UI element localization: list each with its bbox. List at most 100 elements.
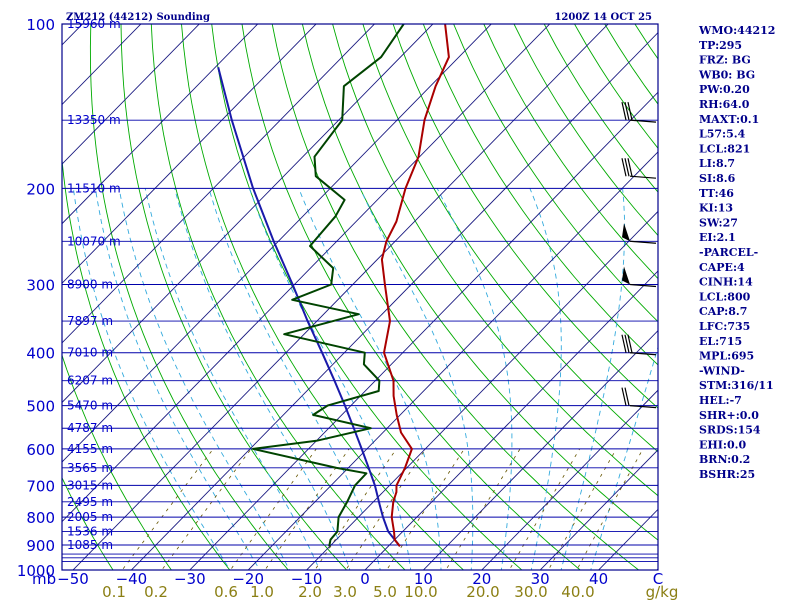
height-label: 1536 m xyxy=(67,524,113,538)
height-label: 8900 m xyxy=(67,278,113,292)
mixing-ratio-tick-label: 30.0 xyxy=(514,583,547,600)
temperature-tick-label: −50 xyxy=(57,570,89,588)
wind-barb xyxy=(622,266,657,288)
index-item: SRDS:154 xyxy=(699,424,761,437)
dry-adiabat-line xyxy=(483,24,658,280)
index-item: HEL:-7 xyxy=(699,394,742,407)
index-item: LFC:735 xyxy=(699,320,750,333)
dry-adiabat-line xyxy=(543,24,658,193)
moist-adiabat-line xyxy=(298,188,442,570)
isotherm-line xyxy=(481,389,658,570)
height-label: 10070 m xyxy=(67,234,121,248)
isotherm-line xyxy=(62,24,317,284)
wind-barb-feather xyxy=(624,387,630,406)
temperature-tick-label: 30 xyxy=(531,570,550,588)
dry-adiabat-line xyxy=(453,24,658,323)
index-item: TP:295 xyxy=(699,39,742,52)
isotherm-line xyxy=(247,151,658,570)
height-label: 7897 m xyxy=(67,314,113,328)
temperature-tick-label: C xyxy=(653,570,663,588)
index-item: EI:2.1 xyxy=(699,231,736,244)
index-item: EHI:0.0 xyxy=(699,438,746,451)
index-item: EL:715 xyxy=(699,335,742,348)
temperature-tick-label: 40 xyxy=(589,570,608,588)
wind-barb-feather xyxy=(624,102,630,121)
wind-barb xyxy=(622,223,657,244)
wind-barb-feather xyxy=(627,102,633,121)
dry-adiabat-line xyxy=(332,24,658,497)
dry-adiabat-line xyxy=(211,24,523,570)
height-label: 11510 m xyxy=(67,181,121,195)
wind-barb-feather xyxy=(624,158,630,177)
moist-adiabat-line xyxy=(72,188,231,570)
wind-barb-feather xyxy=(627,334,633,353)
moist-adiabat-line xyxy=(94,188,261,570)
pressure-tick-label: 1000 xyxy=(17,562,55,580)
chart-title-right: 1200Z 14 OCT 25 xyxy=(554,12,652,23)
index-item: LCL:800 xyxy=(699,290,751,303)
index-item: BRN:0.2 xyxy=(699,453,750,466)
moist-adiabat-line xyxy=(560,188,626,570)
isotherms xyxy=(62,24,658,570)
mixing-ratio-tick-label: 20.0 xyxy=(466,583,499,600)
mixing-ratio-tick-labels: 0.1 0.2 0.6 1.0 2.0 3.0 5.0 10.0 20.0 30.0 40.0 g/k… xyxy=(102,583,678,600)
profiles xyxy=(217,24,450,547)
mixing-ratio-line xyxy=(229,448,317,570)
mixing-ratio-tick-label: 0.6 xyxy=(214,583,238,600)
dewpoint-line xyxy=(252,24,405,547)
pressure-unit-label: mb xyxy=(32,570,56,588)
dry-adiabat-line xyxy=(181,24,465,570)
mixing-ratio-tick-label: 1.0 xyxy=(250,583,274,600)
wind-barb-pennant xyxy=(622,266,630,285)
isotherm-line xyxy=(189,91,658,570)
mixing-ratio-line xyxy=(576,448,644,570)
wind-barb-feather xyxy=(624,334,630,353)
mixing-ratio-tick-label: 5.0 xyxy=(373,583,397,600)
mixing-ratio-line xyxy=(161,448,252,570)
pressure-tick-label: 500 xyxy=(26,398,55,416)
mixing-ratio-tick-label: 0.2 xyxy=(144,583,168,600)
dry-adiabat-line xyxy=(271,24,640,570)
index-item: RH:64.0 xyxy=(699,98,750,111)
isotherm-line xyxy=(62,24,259,225)
index-item: MAXT:0.1 xyxy=(699,113,759,126)
dry-adiabat-line xyxy=(786,24,800,582)
height-labels: 15960 m 13350 m 11510 m 10070 m 8900 m 7897 m… xyxy=(67,17,121,552)
index-item: SI:8.6 xyxy=(699,172,736,185)
isotherm-line xyxy=(62,24,492,463)
index-item: WMO:44212 xyxy=(698,24,775,37)
temperature-tick-label: 0 xyxy=(360,570,370,588)
moist-adiabat-line xyxy=(144,188,321,570)
wind-barb-feather xyxy=(627,158,633,177)
height-label: 2495 m xyxy=(67,495,113,509)
isobars xyxy=(62,23,658,571)
height-label: 7010 m xyxy=(67,346,113,360)
height-label: 4155 m xyxy=(67,442,113,456)
wind-barb-feather xyxy=(621,158,627,177)
moist-adiabat-line xyxy=(436,188,513,570)
temperature-line xyxy=(380,24,450,547)
isotherm-line xyxy=(130,32,658,570)
index-item: CAPE:4 xyxy=(699,261,745,274)
index-item: -PARCEL- xyxy=(699,246,758,259)
mixing-ratio-line xyxy=(508,448,581,570)
wind-barbs xyxy=(621,102,657,409)
moist-adiabat-line xyxy=(359,188,474,570)
pressure-tick-label: 900 xyxy=(26,537,55,555)
isotherm-line xyxy=(422,329,658,570)
index-item: STM:316/11 xyxy=(699,379,774,392)
pressure-tick-label: 100 xyxy=(26,16,55,34)
temperature-tick-label: −40 xyxy=(116,570,148,588)
wind-barb xyxy=(621,387,657,409)
mixing-ratio-tick-label: 40.0 xyxy=(561,583,594,600)
dry-adiabat-line xyxy=(301,24,658,541)
chart-title-left: ZM212 (44212) Sounding xyxy=(66,12,210,23)
isotherm-line xyxy=(62,24,376,344)
mixing-ratio-tick-label: 0.1 xyxy=(102,583,126,600)
isotherm-line xyxy=(597,508,658,570)
isotherm-line xyxy=(62,24,434,404)
wind-barb-feather xyxy=(621,102,627,121)
